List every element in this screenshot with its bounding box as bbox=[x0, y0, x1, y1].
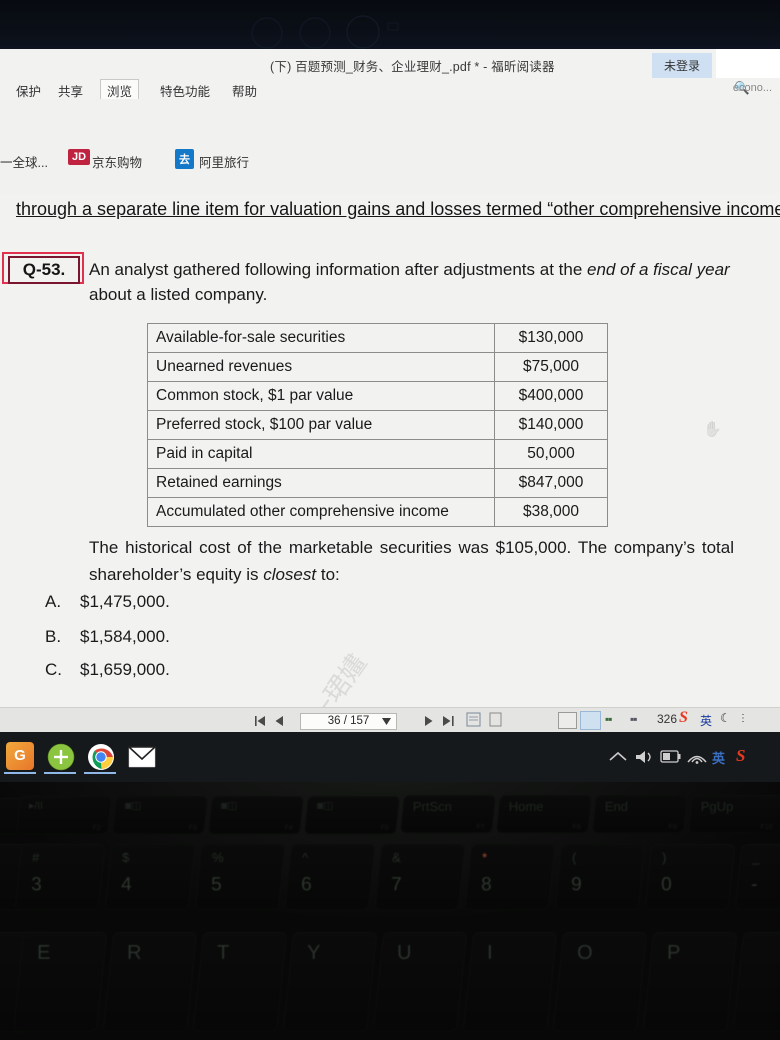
svg-text:✋: ✋ bbox=[703, 420, 722, 438]
